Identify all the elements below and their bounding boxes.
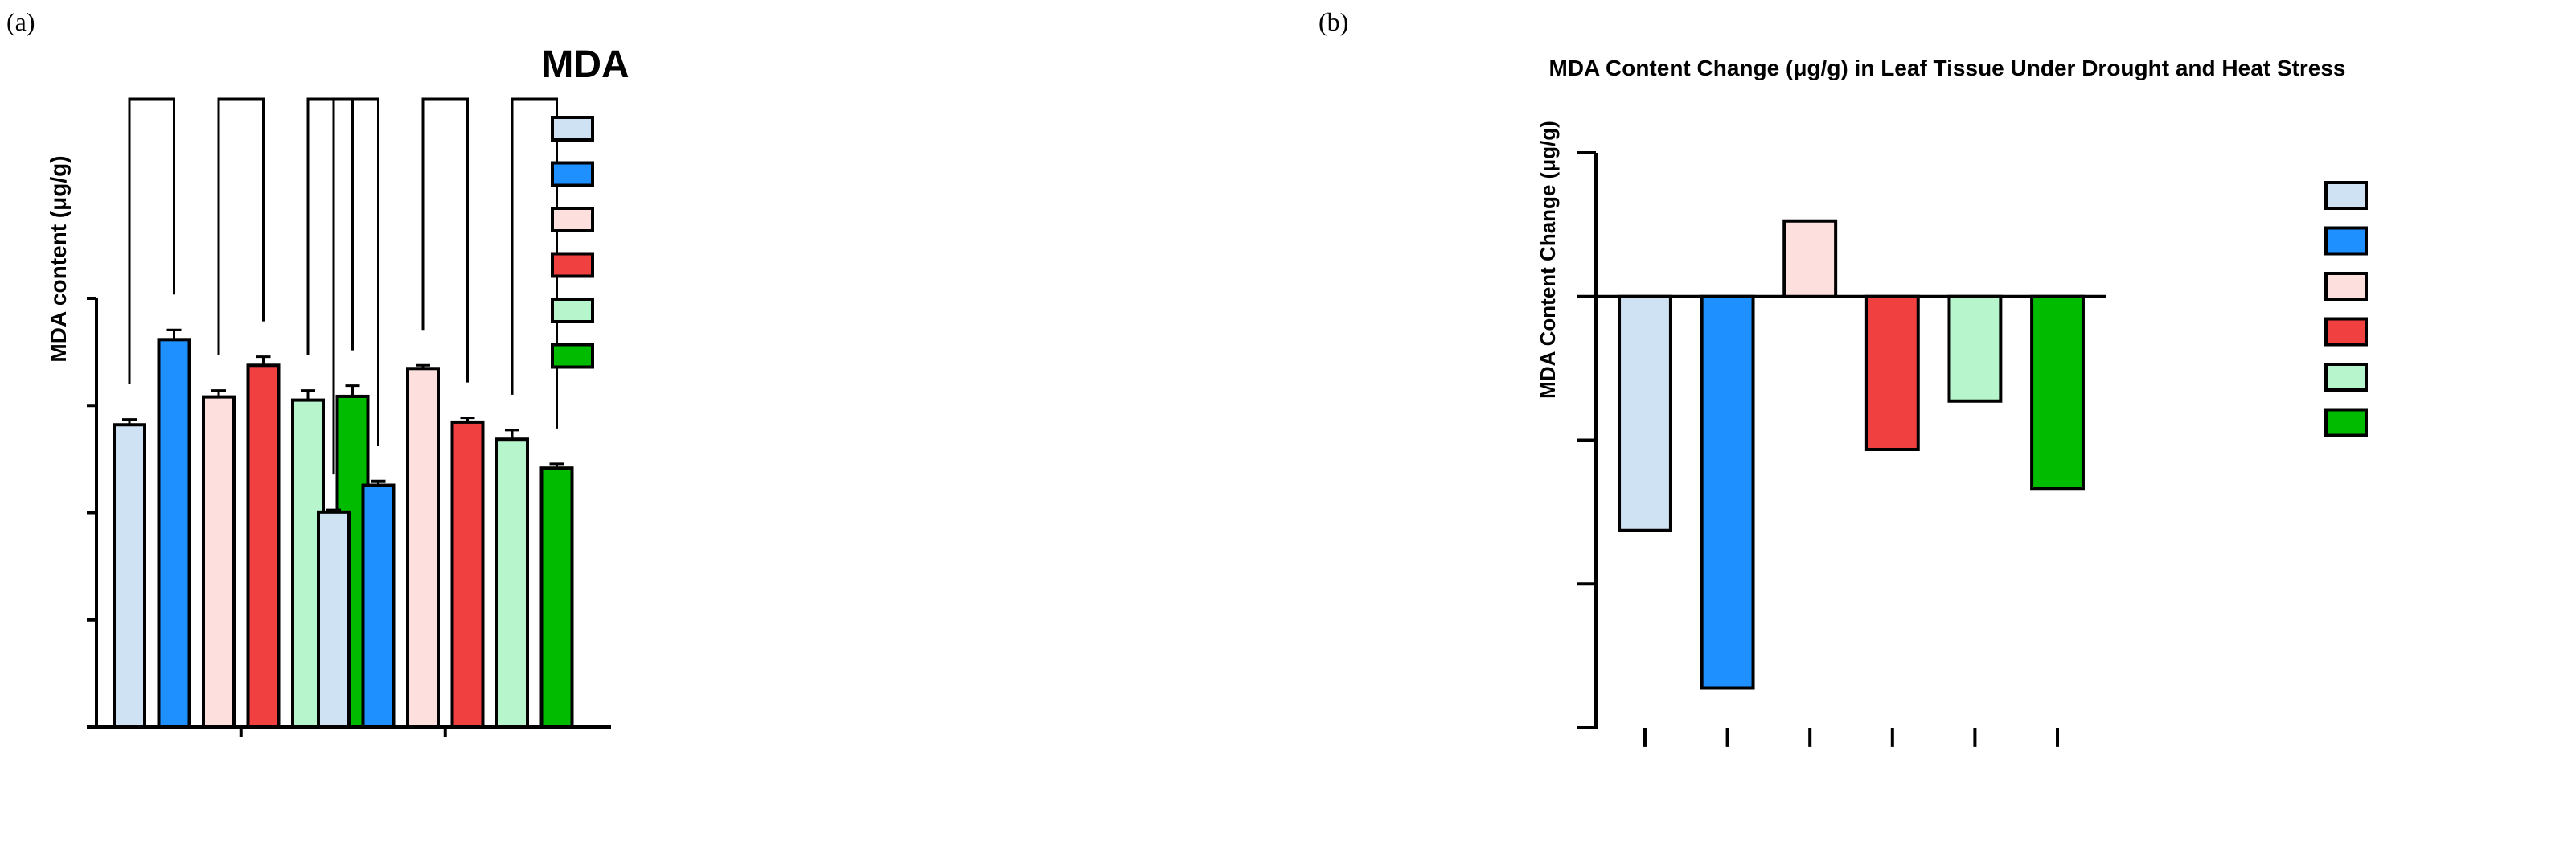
bar-zck: [1949, 297, 2000, 401]
bar-za-1: [539, 466, 574, 729]
bar-ba-1: [361, 483, 396, 729]
bar-bck-1: [317, 510, 351, 729]
bar-ya: [1867, 297, 1918, 450]
legend-swatch-yck: [551, 207, 594, 232]
significance-bracket: [128, 97, 175, 384]
bar-ya-0: [246, 363, 281, 729]
bar-yck: [1784, 221, 1836, 297]
chart-b-title: MDA Content Change (μg/g) in Leaf Tissue…: [1549, 55, 2346, 80]
legend-swatch-yck: [2324, 272, 2368, 301]
chart-b-plot: [1577, 153, 2106, 747]
chart-b-ylabel: MDA Content Change (μg/g): [1536, 121, 1560, 399]
legend-swatch-ya: [2324, 317, 2368, 347]
significance-bracket: [511, 97, 558, 429]
bar-ba-0: [157, 338, 191, 729]
legend-swatch-bck: [2324, 181, 2368, 210]
legend-swatch-zck: [551, 298, 594, 323]
significance-bracket: [217, 97, 265, 355]
significance-bracket: [306, 97, 354, 355]
bar-bck: [1619, 297, 1671, 531]
bar-ya-1: [450, 420, 485, 729]
panel-label-b: (b): [1319, 7, 1348, 36]
bar-bck-0: [113, 423, 146, 729]
chart-a-ylabel: MDA content (μg/g): [46, 155, 71, 362]
bar-yck-0: [202, 395, 236, 729]
chart-a: [87, 97, 611, 737]
legend-swatch-bck: [551, 116, 594, 142]
legend-swatch-za: [2324, 408, 2368, 437]
panel-label-a: (a): [6, 7, 35, 36]
legend-swatch-ya: [551, 252, 594, 278]
legend-swatch-ba: [551, 161, 594, 187]
legend-swatch-za: [551, 343, 594, 369]
legend-swatch-zck: [2324, 363, 2368, 392]
bar-za: [2032, 297, 2083, 488]
bar-zck-1: [495, 437, 529, 729]
legend-swatch-ba: [2324, 226, 2368, 256]
bar-yck-1: [406, 367, 440, 729]
bar-ba: [1702, 297, 1754, 688]
significance-bracket: [421, 97, 469, 383]
chart-b: [1577, 153, 2368, 747]
chart-a-title: MDA: [541, 43, 629, 86]
significance-bracket: [332, 97, 379, 475]
